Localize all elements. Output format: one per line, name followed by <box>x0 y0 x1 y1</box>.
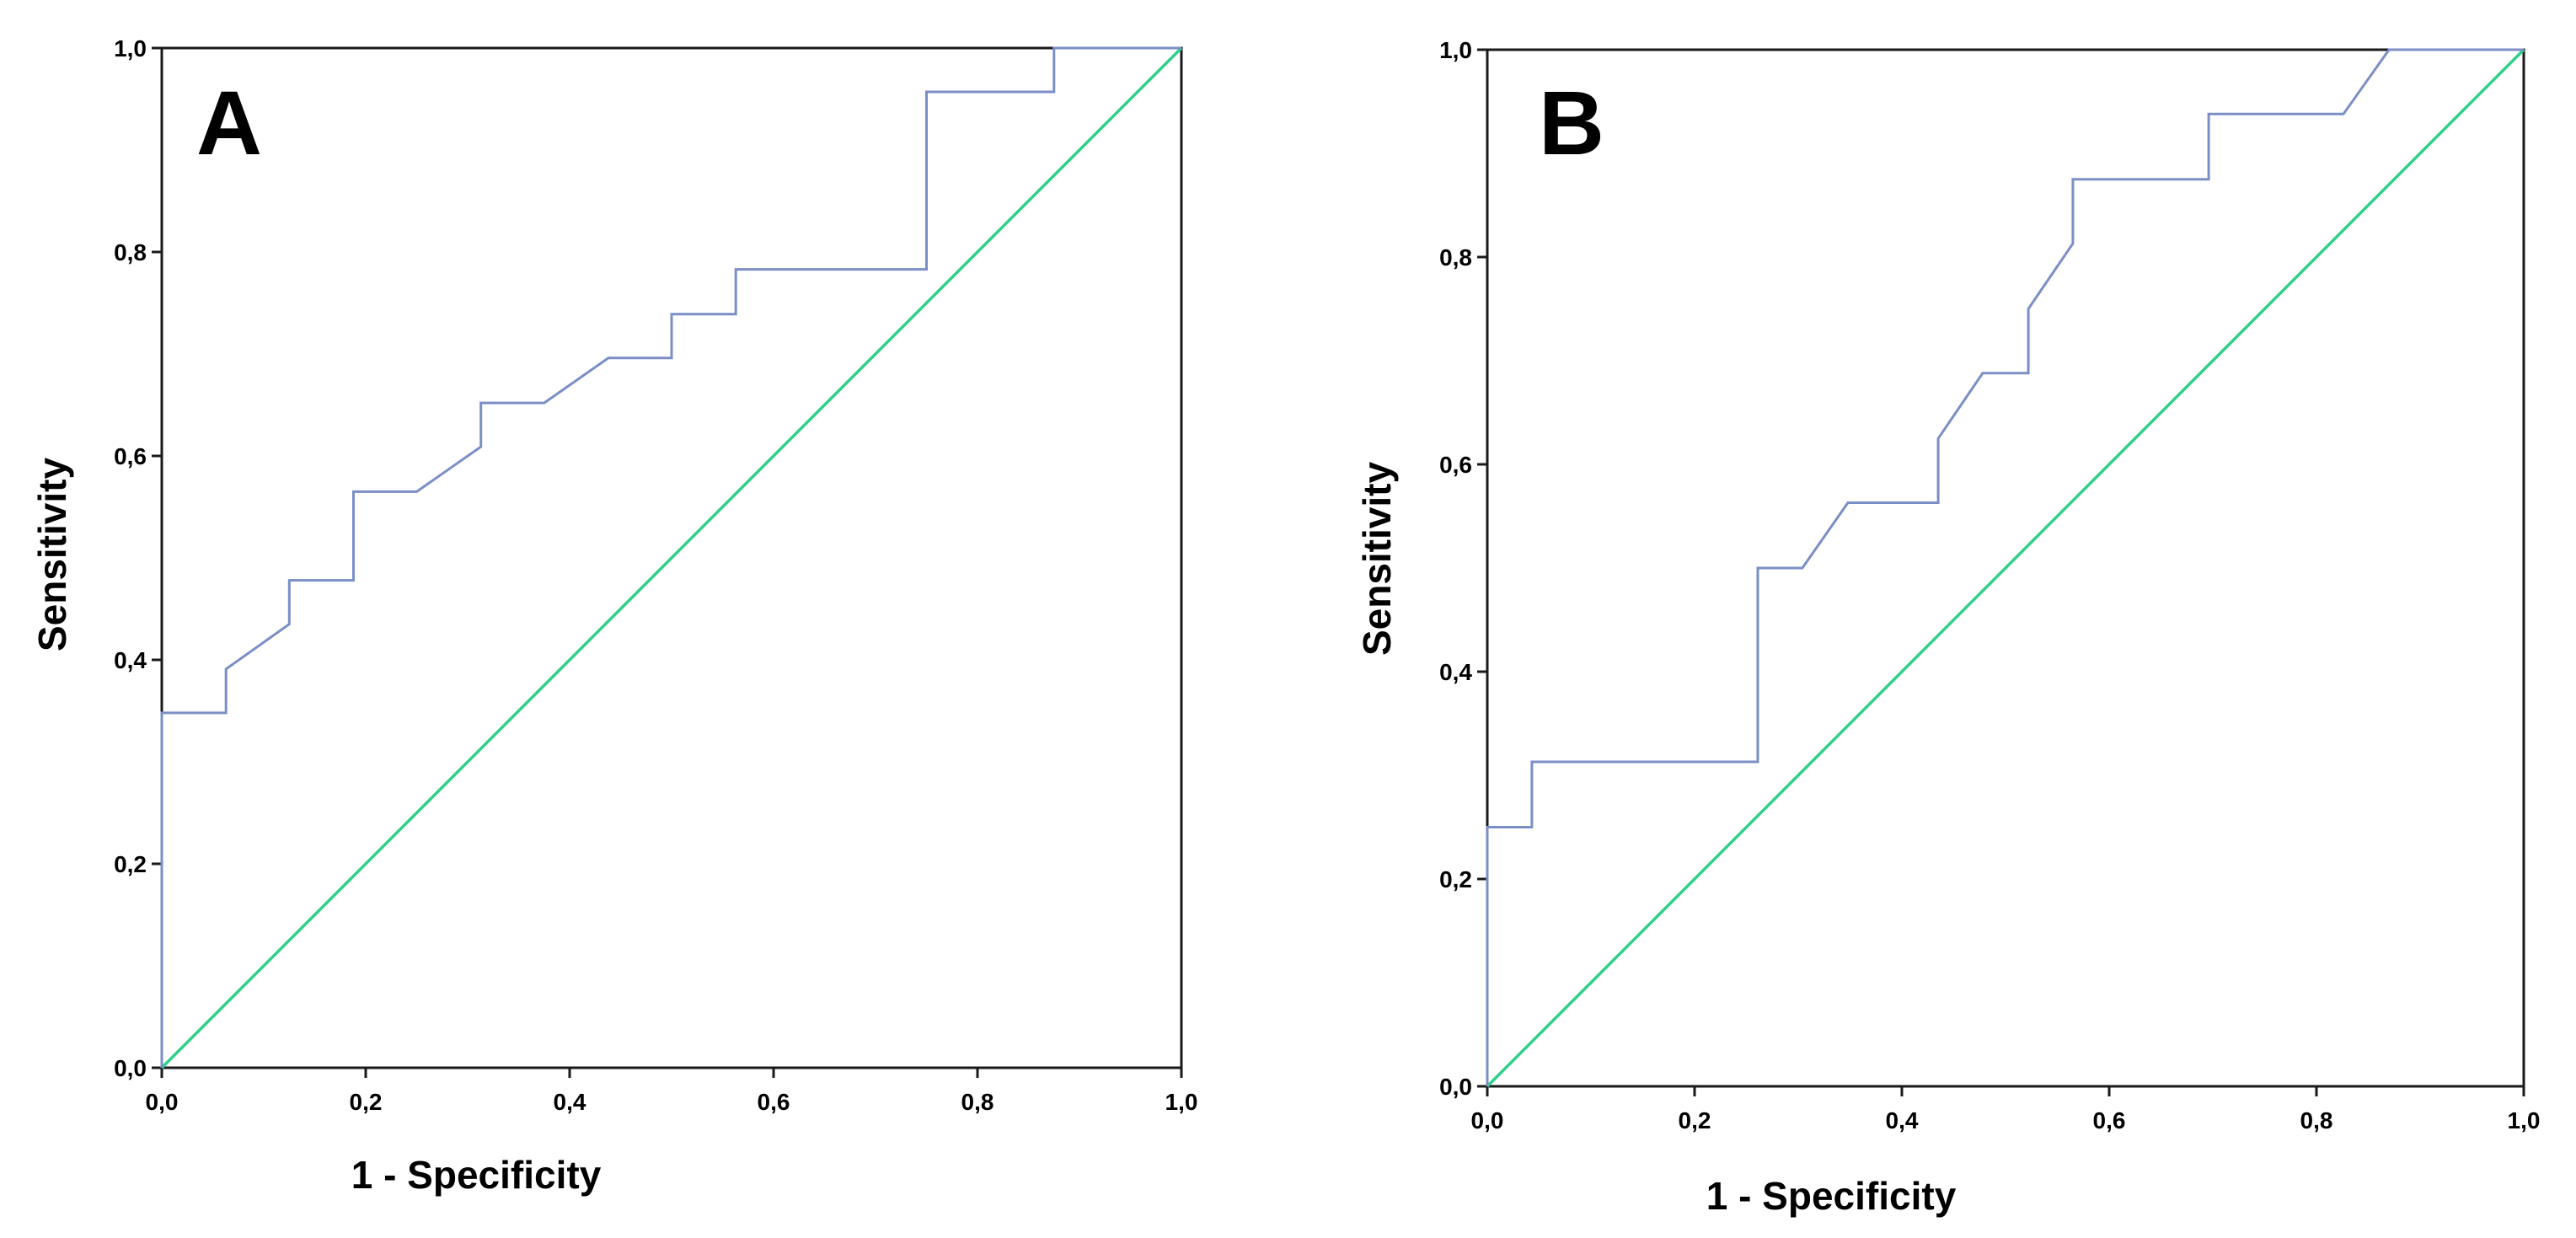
panel-b-x-tick-label: 0,8 <box>2300 1107 2333 1133</box>
panel-a-y-tick-label: 1,0 <box>114 35 147 62</box>
panel-b-plot-frame <box>1486 48 2525 1088</box>
panel-a-roc-curve <box>160 46 1181 1068</box>
panel-a-label: A <box>196 72 262 174</box>
panel-a-plot-frame <box>160 46 1183 1069</box>
panel-a-y-tick-label: 0,4 <box>114 647 147 673</box>
panel-a-y-tick-label: 0,6 <box>114 443 147 469</box>
panel-b-x-tick-label: 0,4 <box>1886 1107 1919 1133</box>
panel-b-y-tick-label: 0,0 <box>1439 1074 1472 1100</box>
panel-b-reference-line <box>1486 48 2525 1088</box>
panel-a-x-axis-title: 1 - Specificity <box>351 1153 602 1197</box>
panel-a-x-tick-label: 0,2 <box>350 1089 383 1115</box>
panel-b-x-tick-label: 0,2 <box>1679 1107 1711 1133</box>
panel-b-y-tick-label: 0,2 <box>1439 866 1472 892</box>
panel-b-x-tick-label: 0,6 <box>2093 1107 2126 1133</box>
panel-b-x-tick-label: 0,0 <box>1471 1107 1504 1133</box>
panel-a-y-tick-label: 0,0 <box>114 1055 147 1081</box>
panel-a-x-tick-label: 1,0 <box>1165 1089 1198 1115</box>
panel-b-x-axis-title: 1 - Specificity <box>1706 1174 1957 1218</box>
panel-b-roc-curve <box>1486 48 2524 1086</box>
panel-a: A 1 - Specificity Sensitivity 0,0 0,2 0,4 0… <box>30 35 1197 1197</box>
panel-a-x-tick-label: 0,8 <box>961 1089 994 1115</box>
panel-a-x-tick-label: 0,6 <box>758 1089 790 1115</box>
panel-a-y-tick-label: 0,8 <box>114 239 147 265</box>
panel-b-y-tick-label: 1,0 <box>1439 37 1472 63</box>
panel-b-y-tick-label: 0,8 <box>1439 244 1472 271</box>
panel-a-y-axis-title: Sensitivity <box>30 458 74 652</box>
panel-a-y-tick-label: 0,2 <box>114 851 147 877</box>
panel-a-reference-line <box>160 46 1183 1069</box>
panel-b: B 1 - Specificity Sensitivity 0,0 0,2 0,4 0… <box>1355 37 2540 1218</box>
panel-b-y-tick-label: 0,6 <box>1439 452 1472 478</box>
panel-b-y-axis-title: Sensitivity <box>1355 462 1399 657</box>
panel-b-x-tick-label: 1,0 <box>2508 1107 2541 1133</box>
panel-b-label: B <box>1539 72 1604 174</box>
panel-a-x-tick-label: 0,0 <box>146 1089 179 1115</box>
panel-b-y-tick-label: 0,4 <box>1439 659 1472 685</box>
panel-a-x-tick-label: 0,4 <box>554 1089 586 1115</box>
